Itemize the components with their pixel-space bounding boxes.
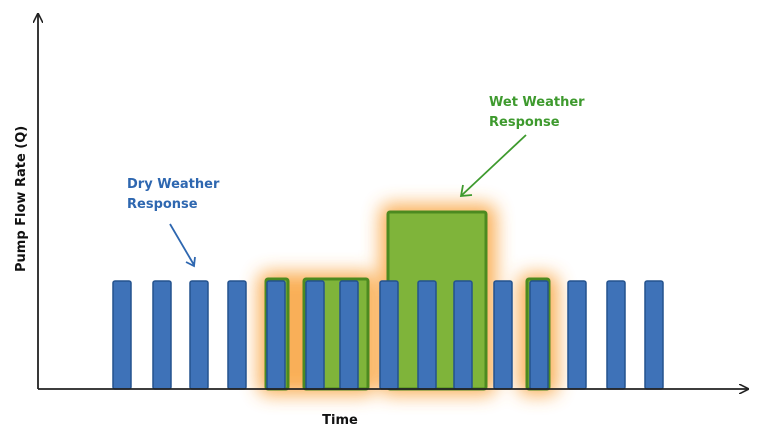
dry-weather-label-line1: Dry Weather [127,177,220,192]
pump-run-bar [529,280,549,390]
y-axis-label: Pump Flow Rate (Q) [14,126,29,272]
pump-run-bar [567,280,587,390]
pump-run-bar [493,280,513,390]
pump-run-bar [112,280,132,390]
pump-run-bar [227,280,247,390]
pump-run-bar [606,280,626,390]
wet-weather-label-line2: Response [489,115,560,130]
pump-run-bar [266,280,286,390]
pump-run-bar [417,280,437,390]
pump-run-bar [339,280,359,390]
dry-weather-arrow [169,223,196,268]
dry-weather-label-line2: Response [127,197,198,212]
x-axis-label: Time [322,413,358,428]
pump-run-bar [379,280,399,390]
pump-run-bar [152,280,172,390]
pump-run-bar [189,280,209,390]
pump-run-bar [453,280,473,390]
wet-weather-label-line1: Wet Weather [489,95,585,110]
pump-run-bars [112,280,664,390]
pump-run-bar [644,280,664,390]
wet-weather-arrow [459,134,527,198]
pump-run-bar [305,280,325,390]
